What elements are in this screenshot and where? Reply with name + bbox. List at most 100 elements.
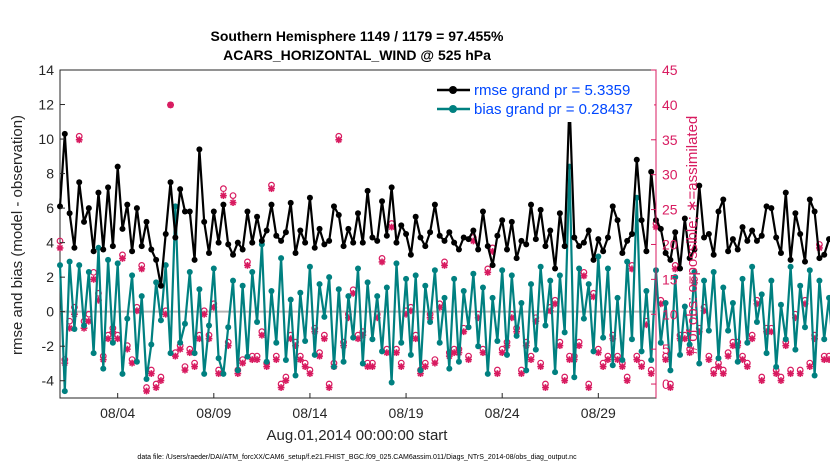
obs-assimilated-marker [244,262,251,269]
obs-assimilated-marker [258,331,266,339]
bias-point [657,339,664,346]
rmse-point [479,208,486,215]
right-tick-label: 20 [662,236,678,252]
rmse-point [407,251,414,258]
bias-point [177,339,184,346]
bias-point [561,329,568,336]
rmse-point [326,237,333,244]
rmse-point [705,231,712,237]
bias-point [710,268,717,275]
bias-point [624,258,631,265]
x-tick-label: 08/24 [485,405,520,421]
rmse-point [528,201,535,208]
bias-point [85,268,92,275]
bias-point [609,362,616,369]
rmse-point [76,179,83,186]
bias-point [739,275,746,282]
rmse-point [749,227,756,234]
obs-assimilated-marker [599,363,607,370]
rmse-point [340,243,347,250]
bias-point [821,336,828,343]
bias-point [268,287,275,294]
rmse-point [364,187,371,194]
bias-point [441,294,448,301]
obs-assimilated-marker [743,363,751,370]
bias-point [153,279,160,286]
rmse-point [210,208,217,215]
obs-possible-marker [220,185,227,193]
obs-assimilated-marker [671,265,679,273]
rmse-point [220,201,227,208]
bias-point [350,334,357,341]
bias-point [374,293,381,300]
bias-point [239,282,246,289]
x-tick-label: 08/19 [389,405,424,421]
left-tick-label: -2 [42,338,55,354]
bias-point [523,367,530,374]
rmse-point [124,201,131,208]
obs-assimilated-marker [604,356,612,364]
right-tick-label: 30 [662,167,678,183]
bias-point [705,327,712,334]
obs-assimilated-marker [484,268,492,276]
obs-assimilated-marker [647,370,655,377]
bias-point [292,372,299,379]
bias-point [398,339,405,346]
obs-assimilated-marker [147,370,155,377]
left-tick-label: 10 [38,131,54,147]
rmse-point [729,236,736,243]
bias-point [576,265,583,272]
rmse-point [393,239,400,246]
rmse-point [542,243,549,250]
rmse-point [701,234,708,241]
rmse-point [580,239,587,246]
bias-point [691,268,698,275]
rmse-point [455,246,462,253]
obs-assimilated-marker [320,335,328,343]
bias-point [114,260,121,267]
bias-point [340,358,347,365]
bias-point [316,281,323,288]
rmse-point [90,248,97,255]
obs-assimilated-marker [796,370,804,377]
rmse-point [484,243,491,250]
bias-point [273,339,280,346]
bias-point [494,338,501,345]
obs-assimilated-marker [556,342,564,350]
bias-point [547,277,554,284]
rmse-point [167,179,174,186]
obs-assimilated-marker [119,255,126,262]
bias-point [777,301,784,308]
bias-point [720,284,727,291]
rmse-point [177,186,184,193]
obs-assimilated-marker [551,300,559,308]
rmse-point [571,234,578,241]
obs-assimilated-marker [719,370,727,377]
obs-assimilated-marker [167,101,174,109]
rmse-point [451,239,458,246]
obs-assimilated-marker [272,356,280,364]
bias-point [672,274,679,281]
obs-assimilated-marker [152,384,160,391]
bias-point [133,358,140,365]
rmse-point [105,184,112,191]
bias-point [446,365,453,372]
bias-point [81,322,88,329]
obs-assimilated-marker [498,349,506,357]
rmse-point [302,239,309,246]
bias-point [763,350,770,357]
obs-assimilated-marker [354,335,362,343]
right-axis-ticks: 0 5 10 15 20 25 30 35 40 45 [651,62,678,398]
obs-assimilated-marker [662,356,670,364]
bias-point [792,346,799,353]
rmse-point [81,218,88,225]
obs-assimilated-marker [580,272,588,280]
left-tick-label: 2 [46,269,54,285]
obs-assimilated-marker [191,363,198,370]
bias-point [167,350,174,357]
rmse-point [446,229,453,236]
bias-point [537,263,544,270]
rmse-point [330,203,337,210]
bias-point [431,267,438,274]
rmse-point [109,243,116,250]
